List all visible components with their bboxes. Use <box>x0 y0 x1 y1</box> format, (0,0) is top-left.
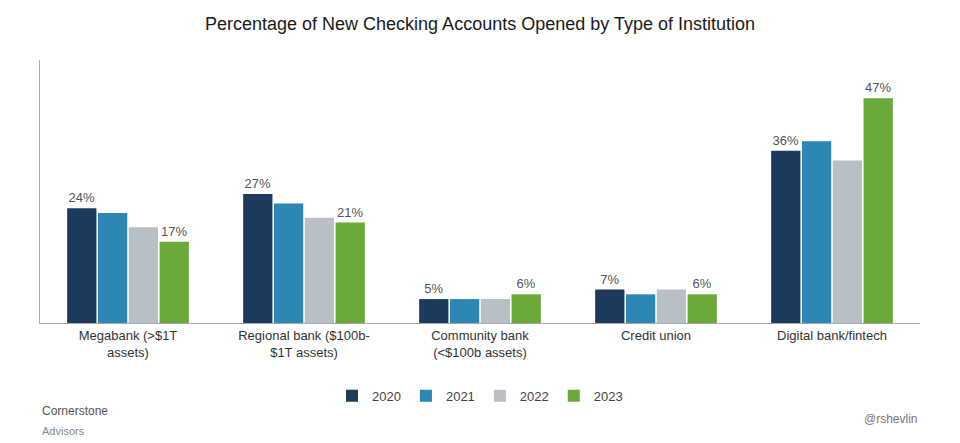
svg-text:47%: 47% <box>865 80 891 95</box>
svg-text:7%: 7% <box>600 272 619 287</box>
svg-text:2020: 2020 <box>372 389 401 404</box>
svg-text:Credit union: Credit union <box>621 328 691 343</box>
svg-text:2022: 2022 <box>520 389 549 404</box>
svg-text:Megabank (>$1Tassets): Megabank (>$1Tassets) <box>79 328 178 360</box>
svg-text:2021: 2021 <box>446 389 475 404</box>
svg-text:Digital bank/fintech: Digital bank/fintech <box>777 328 887 343</box>
svg-text:24%: 24% <box>69 190 95 205</box>
svg-text:6%: 6% <box>517 276 536 291</box>
svg-text:21%: 21% <box>337 205 363 220</box>
svg-text:36%: 36% <box>773 133 799 148</box>
svg-text:Regional bank ($100b-$1T asset: Regional bank ($100b-$1T assets) <box>238 328 370 360</box>
svg-text:5%: 5% <box>424 281 443 296</box>
svg-text:Advisors: Advisors <box>42 425 85 437</box>
svg-text:@rshevlin: @rshevlin <box>864 412 918 426</box>
svg-text:17%: 17% <box>161 224 187 239</box>
svg-text:27%: 27% <box>245 176 271 191</box>
svg-text:2023: 2023 <box>594 389 623 404</box>
svg-text:Cornerstone: Cornerstone <box>42 404 108 418</box>
svg-text:Percentage of New Checking Acc: Percentage of New Checking Accounts Open… <box>205 14 755 34</box>
svg-text:6%: 6% <box>693 276 712 291</box>
svg-text:Community bank(<$100b assets): Community bank(<$100b assets) <box>431 328 529 360</box>
